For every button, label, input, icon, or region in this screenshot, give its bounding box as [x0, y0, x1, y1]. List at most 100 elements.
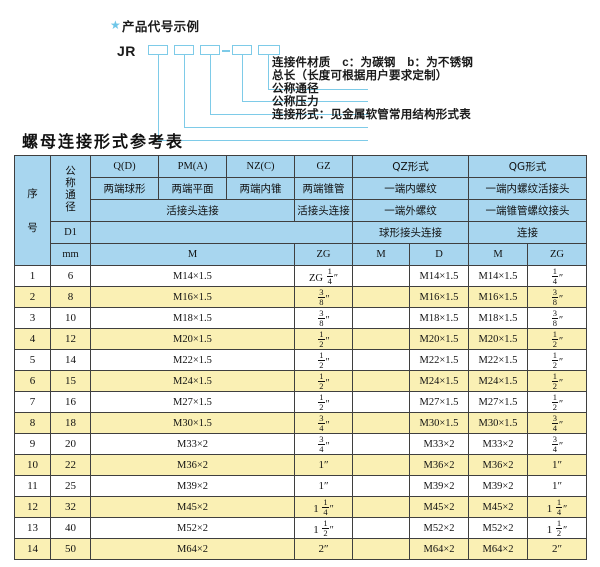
cell-thread-m: M14×1.5 [90, 265, 295, 287]
cell-seq: 7 [14, 391, 51, 413]
header-code-gz: GZ [294, 155, 353, 178]
cell-qz-m [352, 349, 410, 371]
cell-thread-m: M20×1.5 [90, 328, 295, 350]
table-row: 1 6 M14×1.5 ZG 1 4 ″ M14×1.5 M14×1.5 1 4 ″ [14, 265, 587, 287]
header-row-units: mm M ZG M D M ZG [15, 243, 587, 266]
cell-nominal-diameter: 6 [50, 265, 91, 287]
star-icon: ★ [110, 18, 121, 32]
table-row: 11 25 M39×2 1″ M39×2 M39×2 1″ [14, 475, 587, 497]
leader-line-nominal-pressure-h [184, 127, 368, 129]
header-code-qg: QG形式 [468, 155, 587, 178]
cell-thread-m: M22×1.5 [90, 349, 295, 371]
header-unit-m-left: M [90, 243, 295, 266]
cell-qg-zg: 3 8 ″ [527, 307, 587, 329]
cell-qg-m: M22×1.5 [468, 349, 528, 371]
cell-qz-d: M33×2 [409, 433, 469, 455]
cell-qz-d: M27×1.5 [409, 391, 469, 413]
cell-qz-m [352, 265, 410, 287]
header-desc2-qg: 一端锥管螺纹接头 [468, 199, 587, 222]
code-box-2 [174, 45, 194, 55]
cell-qz-m [352, 286, 410, 308]
cell-gz: 1 2 ″ [294, 328, 353, 350]
cell-gz: 1 2 ″ [294, 349, 353, 371]
header-unit-mm: mm [50, 243, 91, 266]
cell-seq: 13 [14, 517, 51, 539]
header-d1: D1 [50, 221, 91, 244]
header-desc2-gz: 活接头连接 [294, 199, 353, 222]
table-row: 7 16 M27×1.5 1 2 ″ M27×1.5 M27×1.5 1 2 ″ [14, 391, 587, 413]
cell-qg-m: M30×1.5 [468, 412, 528, 434]
code-prefix-label: JR [117, 43, 136, 59]
cell-seq: 14 [14, 538, 51, 560]
cell-thread-m: M30×1.5 [90, 412, 295, 434]
cell-qg-m: M27×1.5 [468, 391, 528, 413]
cell-qg-zg: 1 1 2 ″ [527, 517, 587, 539]
cell-seq: 10 [14, 454, 51, 476]
cell-gz: 1 2 ″ [294, 370, 353, 392]
header-desc-qg: 一端内螺纹活接头 [468, 177, 587, 200]
cell-gz: 1 1 4 ″ [294, 496, 353, 518]
cell-gz: 1 1 2 ″ [294, 517, 353, 539]
table-row: 4 12 M20×1.5 1 2 ″ M20×1.5 M20×1.5 1 2 ″ [14, 328, 587, 350]
cell-qz-d: M64×2 [409, 538, 469, 560]
cell-qz-d: M14×1.5 [409, 265, 469, 287]
cell-nominal-diameter: 20 [50, 433, 91, 455]
code-box-5 [258, 45, 280, 55]
cell-qg-m: M52×2 [468, 517, 528, 539]
cell-qz-m [352, 391, 410, 413]
cell-nominal-diameter: 25 [50, 475, 91, 497]
cell-thread-m: M27×1.5 [90, 391, 295, 413]
cell-nominal-diameter: 32 [50, 496, 91, 518]
cell-qz-m [352, 496, 410, 518]
cell-qz-d: M18×1.5 [409, 307, 469, 329]
leader-line-nominal-diameter-v [210, 55, 212, 115]
legend-callout-nominal-pressure: 公称压力 [272, 96, 319, 108]
cell-gz: 1″ [294, 475, 353, 497]
table-header: 序 号 公 称 通 径 Q(D) PM(A) NZ(C) GZ QZ形式 QG形… [14, 155, 587, 266]
table-row: 13 40 M52×2 1 1 2 ″ M52×2 M52×2 1 1 2 ″ [14, 517, 587, 539]
cell-qg-m: M18×1.5 [468, 307, 528, 329]
table-row: 3 10 M18×1.5 3 8 ″ M18×1.5 M18×1.5 3 8 ″ [14, 307, 587, 329]
table-row: 9 20 M33×2 3 4 ″ M33×2 M33×2 3 4 ″ [14, 433, 587, 455]
header-code-pma: PM(A) [158, 155, 227, 178]
cell-qz-d: M22×1.5 [409, 349, 469, 371]
code-dash [222, 50, 230, 52]
cell-nominal-diameter: 12 [50, 328, 91, 350]
cell-nominal-diameter: 8 [50, 286, 91, 308]
cell-qg-zg: 1 2 ″ [527, 391, 587, 413]
cell-qz-d: M36×2 [409, 454, 469, 476]
header-desc-pma: 两端平面 [158, 177, 227, 200]
header-code-qd: Q(D) [90, 155, 159, 178]
cell-thread-m: M39×2 [90, 475, 295, 497]
leader-line-material-h [268, 89, 368, 91]
leader-line-connection-type-h [158, 140, 368, 142]
cell-qz-d: M16×1.5 [409, 286, 469, 308]
leader-line-connection-type-v [158, 55, 160, 141]
cell-thread-m: M36×2 [90, 454, 295, 476]
cell-gz: 2″ [294, 538, 353, 560]
cell-thread-m: M16×1.5 [90, 286, 295, 308]
header-row-d1: D1 球形接头连接 连接 [15, 221, 587, 244]
cell-seq: 11 [14, 475, 51, 497]
cell-nominal-diameter: 14 [50, 349, 91, 371]
cell-qz-m [352, 307, 410, 329]
header-nominal-diameter: 公 称 通 径 [50, 155, 91, 222]
cell-qz-m [352, 328, 410, 350]
legend-callout-total-length: 总长（长度可根据用户要求定制） [272, 70, 448, 82]
cell-seq: 4 [14, 328, 51, 350]
cell-qg-m: M33×2 [468, 433, 528, 455]
header-desc-qd: 两端球形 [90, 177, 159, 200]
cell-thread-m: M45×2 [90, 496, 295, 518]
table-row: 8 18 M30×1.5 3 4 ″ M30×1.5 M30×1.5 3 4 ″ [14, 412, 587, 434]
cell-qg-m: M39×2 [468, 475, 528, 497]
header-desc-qz: 一端内螺纹 [352, 177, 469, 200]
cell-gz: 3 8 ″ [294, 307, 353, 329]
header-desc-nzc: 两端内锥 [226, 177, 295, 200]
cell-seq: 8 [14, 412, 51, 434]
table-row: 14 50 M64×2 2″ M64×2 M64×2 2″ [14, 538, 587, 560]
cell-seq: 1 [14, 265, 51, 287]
leader-line-total-length-v [242, 55, 244, 102]
cell-qg-zg: 3 4 ″ [527, 433, 587, 455]
cell-thread-m: M18×1.5 [90, 307, 295, 329]
legend-callout-connection-type: 连接形式：见金属软管常用结构形式表 [272, 109, 471, 121]
